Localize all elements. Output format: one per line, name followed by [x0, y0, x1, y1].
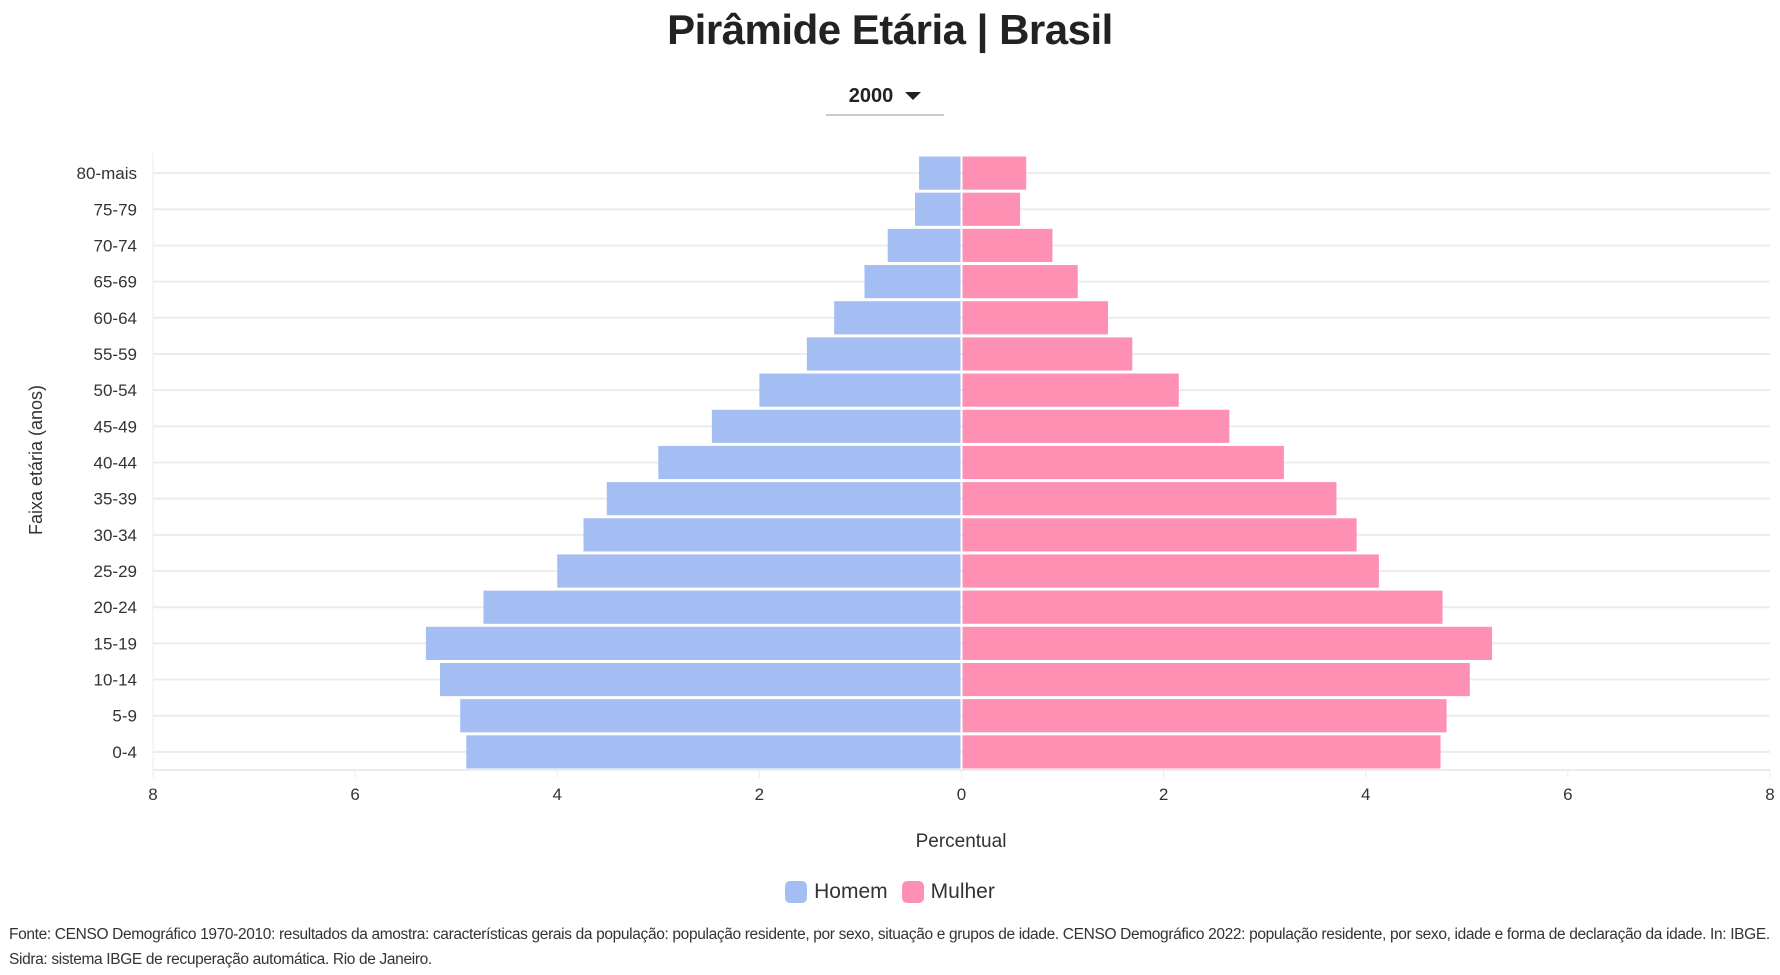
x-tick-label: 6: [1563, 785, 1572, 804]
y-tick-label: 70-74: [94, 236, 137, 255]
bar-mulher: [962, 482, 1337, 516]
bar-mulher: [962, 337, 1133, 371]
y-tick-label: 60-64: [94, 309, 137, 328]
y-tick-label: 50-54: [94, 381, 137, 400]
year-dropdown[interactable]: 2000: [826, 78, 944, 116]
bar-mulher: [962, 409, 1230, 443]
bar-mulher: [962, 301, 1109, 335]
bar-homem: [440, 662, 961, 697]
y-tick-label: 15-19: [94, 634, 137, 653]
bar-mulher: [962, 699, 1447, 733]
bar-mulher: [962, 554, 1379, 588]
x-tick-label: 2: [755, 785, 764, 804]
bar-homem: [919, 156, 961, 190]
bar-homem: [759, 373, 961, 407]
x-tick-label: 8: [1765, 785, 1774, 804]
caret-down-icon: [905, 92, 922, 100]
legend-label-homem: Homem: [814, 880, 888, 903]
y-axis-title: Faixa etária (anos): [26, 385, 46, 535]
bar-homem: [583, 518, 961, 552]
y-tick-label: 75-79: [94, 200, 137, 219]
legend: Homem Mulher: [0, 880, 1780, 904]
y-tick-label: 5-9: [112, 707, 137, 726]
bar-mulher: [962, 590, 1443, 624]
bar-homem: [460, 699, 961, 733]
bar-homem: [425, 626, 961, 660]
bar-mulher: [962, 265, 1078, 299]
y-tick-label: 35-39: [94, 490, 137, 509]
x-axis-title: Percentual: [916, 831, 1007, 852]
y-tick-label: 55-59: [94, 345, 137, 364]
x-tick-label: 2: [1159, 785, 1168, 804]
bar-homem: [915, 192, 961, 226]
legend-swatch-mulher: [901, 881, 924, 903]
bar-mulher: [962, 373, 1179, 407]
y-tick-label: 40-44: [94, 454, 137, 473]
y-tick-label: 65-69: [94, 273, 137, 292]
legend-item-homem[interactable]: Homem: [785, 880, 888, 904]
bar-homem: [887, 228, 961, 263]
bar-mulher: [962, 518, 1357, 552]
bar-mulher: [962, 445, 1284, 480]
x-tick-label: 6: [350, 785, 359, 804]
bar-homem: [658, 445, 961, 480]
bar-homem: [711, 409, 961, 443]
bar-homem: [806, 337, 961, 371]
bar-homem: [606, 482, 961, 516]
y-tick-label: 0-4: [112, 743, 137, 762]
bar-mulher: [962, 156, 1027, 190]
bar-mulher: [962, 192, 1021, 226]
bar-homem: [557, 554, 961, 588]
y-tick-label: 30-34: [94, 526, 137, 545]
bar-mulher: [962, 662, 1470, 697]
x-tick-label: 4: [553, 785, 562, 804]
y-tick-label: 80-mais: [77, 164, 137, 183]
chart-title: Pirâmide Etária | Brasil: [667, 6, 1113, 53]
x-tick-label: 4: [1361, 785, 1370, 804]
x-tick-label: 0: [957, 785, 966, 804]
y-tick-label: 25-29: [94, 562, 137, 581]
y-tick-label: 10-14: [94, 671, 137, 690]
legend-swatch-homem: [785, 881, 808, 903]
year-selected: 2000: [848, 84, 894, 107]
bar-homem: [466, 735, 961, 769]
bar-mulher: [962, 626, 1493, 660]
source-note: Fonte: CENSO Demográfico 1970-2010: resu…: [9, 926, 1770, 968]
y-tick-label: 45-49: [94, 417, 137, 436]
bar-homem: [483, 590, 961, 624]
bar-homem: [834, 301, 961, 335]
x-tick-label: 8: [148, 785, 157, 804]
bar-mulher: [962, 735, 1441, 769]
y-tick-label: 20-24: [94, 598, 137, 617]
legend-item-mulher[interactable]: Mulher: [901, 880, 995, 904]
legend-label-mulher: Mulher: [930, 880, 995, 903]
bar-mulher: [962, 228, 1053, 263]
bar-homem: [864, 265, 961, 299]
